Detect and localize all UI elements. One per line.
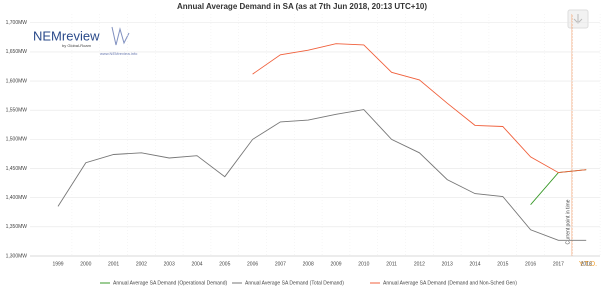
logo-url: www.NEMreview.info <box>100 51 138 56</box>
ytd-label: Y.T.D. <box>579 261 597 268</box>
legend-label: Annual Average SA Demand (Operational De… <box>113 280 227 286</box>
x-tick-label: 2014 <box>469 261 480 267</box>
logo: NEMreview by Global-Roam www.NEMreview.i… <box>33 26 138 56</box>
logo-graphic <box>111 26 130 46</box>
y-tick-label: 1,400MW <box>6 195 28 201</box>
x-tick-label: 2005 <box>219 261 230 267</box>
x-tick-label: 2009 <box>330 261 341 267</box>
y-tick-label: 1,350MW <box>6 224 28 230</box>
y-tick-label: 1,700MW <box>6 20 28 26</box>
x-tick-label: 2004 <box>191 261 202 267</box>
x-tick-label: 2017 <box>553 261 564 267</box>
y-tick-label: 1,500MW <box>6 137 28 143</box>
y-tick-label: 1,450MW <box>6 166 28 172</box>
logo-name: NEMreview <box>33 28 100 43</box>
x-tick-label: 2012 <box>414 261 425 267</box>
legend-label: Annual Average SA Demand (Demand and Non… <box>383 280 517 286</box>
x-tick-label: 2006 <box>247 261 258 267</box>
x-tick-label: 2001 <box>108 261 119 267</box>
plot <box>57 43 587 241</box>
x-tick-label: 2010 <box>358 261 369 267</box>
download-button[interactable] <box>567 9 589 29</box>
series-line <box>252 43 587 174</box>
x-tick-label: 2008 <box>303 261 314 267</box>
logo-byline: by Global-Roam <box>62 43 92 48</box>
x-tick-label: 2000 <box>80 261 91 267</box>
chart-title: Annual Average Demand in SA (as at 7th J… <box>177 2 427 11</box>
x-tick-label: 2016 <box>525 261 536 267</box>
x-tick-label: 2018 <box>581 261 592 267</box>
series-line <box>57 109 587 241</box>
x-tick-label: 1999 <box>52 261 63 267</box>
y-tick-label: 1,650MW <box>6 49 28 55</box>
grid: 1,300MW 1,350MW 1,400MW 1,450MW 1,500MW 1,550… <box>6 14 601 267</box>
legend: Annual Average SA Demand (Operational De… <box>100 280 517 286</box>
current-time-label: Current point in time <box>565 199 571 244</box>
x-tick-label: 2003 <box>164 261 175 267</box>
x-tick-label: 2013 <box>442 261 453 267</box>
x-tick-label: 2007 <box>275 261 286 267</box>
x-tick-label: 2002 <box>136 261 147 267</box>
legend-label: Annual Average SA Demand (Total Demand) <box>245 280 344 286</box>
x-tick-label: 2015 <box>497 261 508 267</box>
y-tick-label: 1,550MW <box>6 108 28 114</box>
y-tick-label: 1,600MW <box>6 78 28 84</box>
y-tick-label: 1,300MW <box>6 253 28 259</box>
x-tick-label: 2011 <box>386 261 397 267</box>
